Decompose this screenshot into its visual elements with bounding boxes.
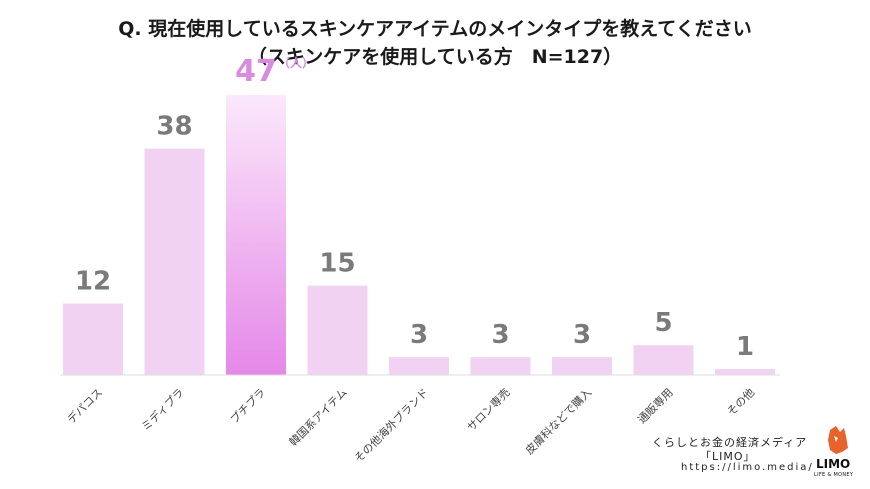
logo-tagline: LIFE & MONEY: [814, 472, 854, 478]
value-label-6: 3: [491, 320, 509, 350]
bar-2: [144, 148, 205, 375]
credit-line-1: くらしとお金の経済メディア: [652, 436, 808, 449]
value-label-3: 47: [235, 54, 277, 89]
category-label-3: プチプラ: [228, 386, 268, 426]
value-label-5: 3: [410, 320, 428, 350]
category-label-5: その他海外ブランド: [351, 385, 431, 465]
bar-9: [715, 369, 775, 375]
logo-wordmark: LIMO: [816, 457, 851, 471]
bar-5: [389, 357, 449, 375]
chart-subtitle: （スキンケアを使用している方 N=127）: [247, 46, 623, 68]
category-label-7: 皮膚科などで購入: [522, 385, 594, 457]
value-label-4: 15: [319, 249, 355, 279]
bar-7: [552, 357, 612, 375]
category-label-2: ミディプラ: [138, 385, 186, 433]
value-label-1: 12: [75, 267, 111, 297]
credit-url: https://limo.media/: [681, 462, 814, 473]
bars-group: [63, 95, 775, 375]
bar-4: [307, 285, 368, 375]
unit-label: （人）: [278, 55, 314, 70]
value-label-9: 1: [736, 332, 754, 362]
category-label-8: 通販専用: [635, 386, 675, 426]
value-label-2: 38: [156, 112, 192, 142]
value-label-7: 3: [573, 320, 591, 350]
value-label-8: 5: [654, 308, 672, 338]
category-label-4: 韓国系アイテム: [287, 386, 350, 449]
bar-1: [63, 303, 123, 375]
bar-6: [470, 357, 531, 375]
category-label-1: デパコス: [64, 385, 105, 426]
credit-line-2: 「LIMO」: [700, 450, 756, 463]
category-labels-group: デパコス ミディプラ プチプラ 韓国系アイテム その他海外ブランド サロン専売 皮膚科などで…: [64, 385, 757, 465]
category-label-9: その他: [725, 386, 758, 419]
value-labels-group: 12 38 47 （人） 15 3 3 3 5 1: [75, 54, 754, 362]
chart-title: Q. 現在使用しているスキンケアアイテムのメインタイプを教えてください: [118, 18, 752, 40]
bar-3: [226, 95, 286, 375]
category-label-6: サロン専売: [465, 386, 513, 434]
limo-logo-icon: [828, 426, 848, 454]
bar-8: [633, 345, 694, 375]
